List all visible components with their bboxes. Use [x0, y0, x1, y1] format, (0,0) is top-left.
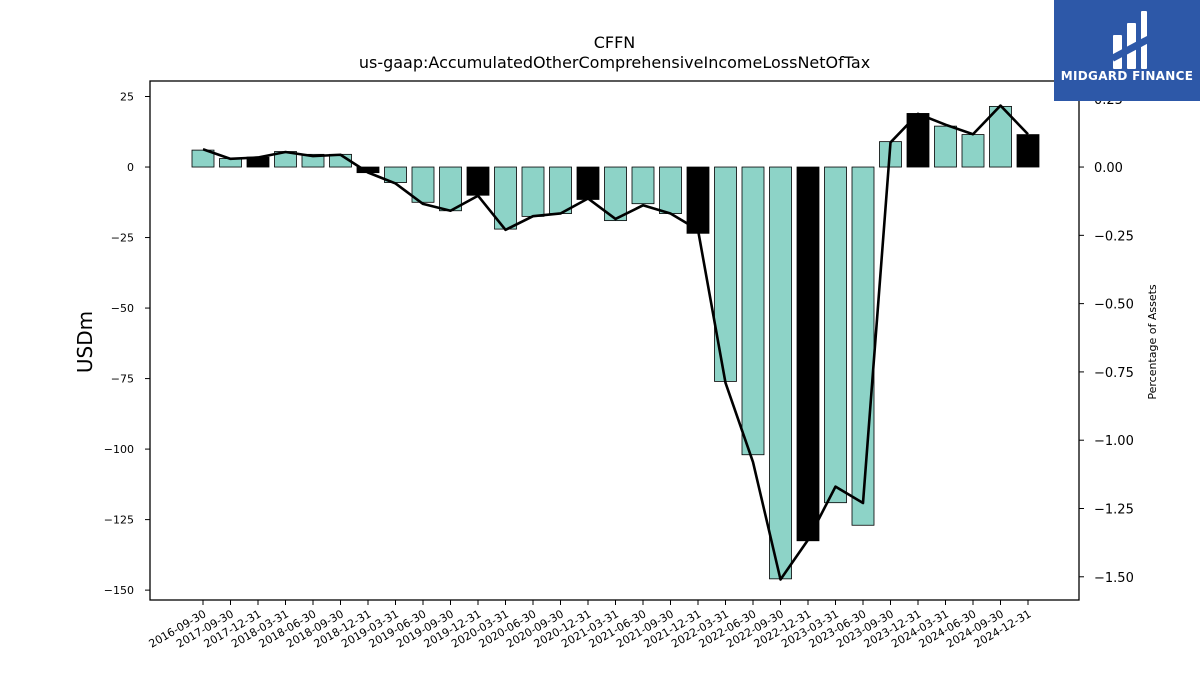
left-y-tick-label: −75	[111, 373, 134, 386]
bar-2024-12-31	[1016, 134, 1040, 168]
chart-title: CFFN	[594, 33, 636, 52]
right-y-tick-label: −1.50	[1094, 571, 1134, 586]
bar-2019-06-30	[411, 166, 435, 203]
bar-2022-12-31	[796, 166, 820, 542]
bar-2020-06-30	[521, 166, 545, 217]
left-y-tick-label: 25	[120, 91, 134, 104]
bar-2021-03-31	[604, 166, 627, 222]
right-y-tick-label: −0.75	[1094, 366, 1134, 381]
right-y-tick-label: −1.25	[1094, 502, 1134, 517]
left-y-tick-label: −50	[111, 302, 134, 315]
bar-2022-06-30	[741, 166, 765, 456]
bar-2019-09-30	[439, 166, 462, 212]
right-y-tick-label: −0.25	[1094, 229, 1134, 244]
left-y-tick-label: −125	[104, 514, 134, 527]
right-y-tick-label: −0.50	[1094, 298, 1134, 313]
y-axis-label-right: Percentage of Assets	[1146, 284, 1159, 400]
percentage-of-assets-line	[202, 104, 1029, 581]
bar-2021-06-30	[631, 166, 655, 205]
bar-2019-12-31	[466, 166, 490, 196]
bar-2021-09-30	[659, 166, 682, 214]
bar-2020-09-30	[549, 166, 572, 214]
left-y-tick-label: 0	[127, 161, 134, 174]
bar-2020-12-31	[576, 166, 600, 200]
bar-2023-03-31	[824, 166, 847, 504]
right-y-tick-label: 0.00	[1094, 161, 1123, 176]
bar-2024-03-31	[934, 125, 957, 168]
bar-2023-06-30	[851, 166, 875, 526]
left-y-tick-label: −25	[111, 232, 134, 245]
bar-2022-03-31	[714, 166, 737, 382]
brand-logo: MIDGARD FINANCE	[1054, 0, 1200, 101]
bar-2024-06-30	[961, 134, 985, 168]
bar-series	[191, 105, 1040, 580]
left-y-tick-label: −150	[104, 584, 134, 597]
right-y-tick-label: −1.00	[1094, 434, 1134, 449]
bar-2021-12-31	[686, 166, 710, 234]
chart-subtitle: us-gaap:AccumulatedOtherComprehensiveInc…	[359, 53, 870, 72]
right-y-axis: 0.250.00−0.25−0.50−0.75−1.00−1.25−1.50	[1079, 93, 1134, 586]
x-axis: 2016-09-302017-09-302017-12-312018-03-31…	[147, 600, 1034, 651]
left-y-tick-label: −100	[104, 443, 134, 456]
left-y-axis: 25 0 −25 −50 −75 −100 −125 −150	[104, 91, 150, 597]
bar-2022-09-30	[769, 166, 792, 580]
plot-frame	[149, 80, 1080, 601]
bar-2018-06-30	[301, 153, 325, 168]
y-axis-label-left: USDm	[73, 311, 97, 373]
logo-brand-text: MIDGARD FINANCE	[1060, 69, 1194, 83]
logo-mark-icon	[1110, 11, 1151, 69]
